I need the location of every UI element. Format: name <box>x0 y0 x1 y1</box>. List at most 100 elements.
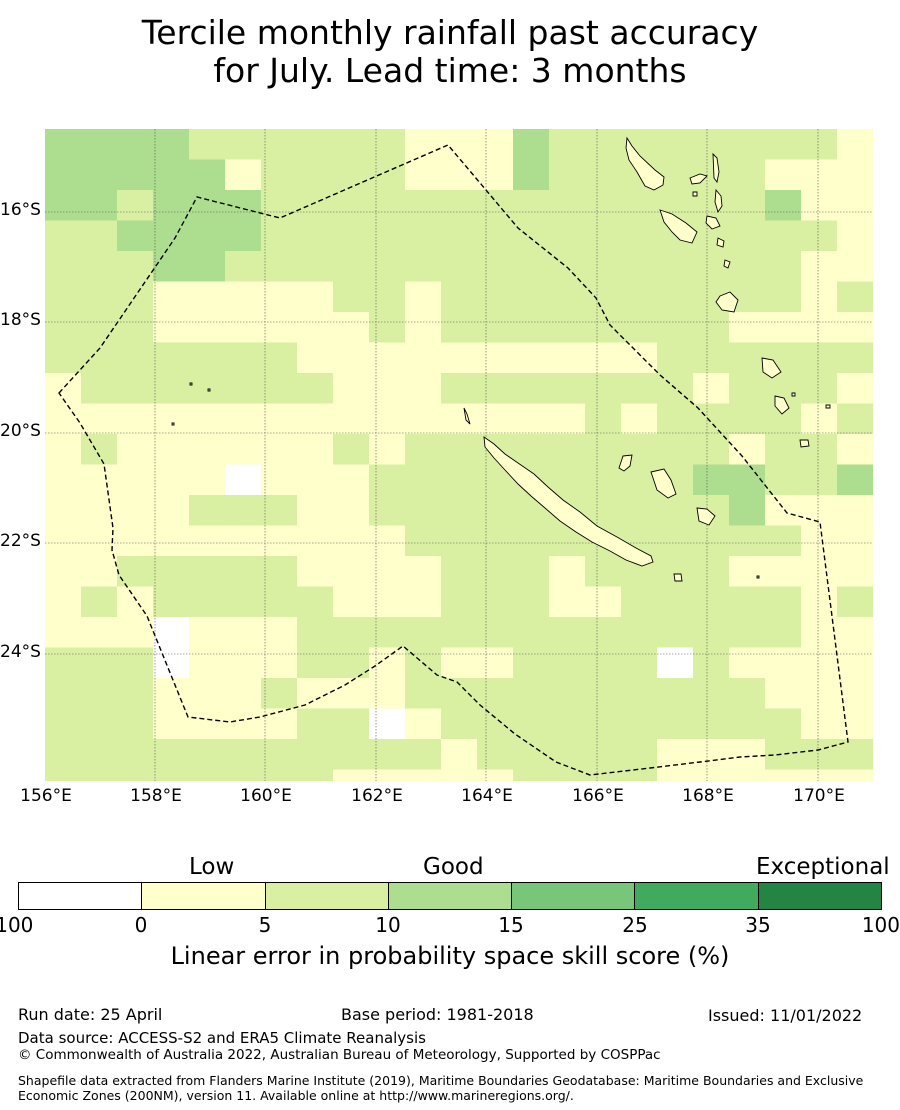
grid-cell <box>225 525 262 557</box>
island-isle-of-pines <box>673 573 683 582</box>
grid-cell <box>153 281 190 313</box>
grid-cell <box>801 281 838 313</box>
grid-cell <box>801 525 838 557</box>
colorbar-tick: 10 <box>375 913 401 937</box>
grid-cell <box>513 617 550 649</box>
grid-cell <box>297 739 334 771</box>
grid-cell <box>801 190 838 222</box>
grid-cell <box>585 556 622 588</box>
grid-cell <box>837 342 873 374</box>
island-small-2 <box>825 404 831 409</box>
grid-cell <box>81 678 118 710</box>
grid-cell <box>369 129 406 161</box>
lat-label-18: 18°S <box>0 310 41 330</box>
grid-cell <box>117 495 154 527</box>
grid-cell <box>333 403 370 435</box>
grid-cell <box>333 678 370 710</box>
grid-cell <box>333 281 370 313</box>
grid-cell <box>45 556 82 588</box>
grid-cell <box>441 586 478 618</box>
grid-cell <box>405 495 442 527</box>
grid-cell <box>153 586 190 618</box>
grid-cell <box>657 647 694 679</box>
grid-cell <box>297 647 334 679</box>
lon-label-156: 156°E <box>20 786 72 806</box>
grid-cell <box>621 647 658 679</box>
grid-cell <box>261 251 298 283</box>
grid-cell <box>837 373 873 405</box>
grid-cell <box>297 617 334 649</box>
island-small-3 <box>189 382 193 386</box>
island-small-5 <box>171 422 175 426</box>
grid-cell <box>765 129 802 161</box>
grid-cell <box>405 708 442 740</box>
colorbar-segment <box>19 883 143 909</box>
grid-cell <box>837 708 873 740</box>
grid-cell <box>621 190 658 222</box>
grid-cell <box>261 434 298 466</box>
grid-cell <box>153 159 190 191</box>
grid-cell <box>189 708 226 740</box>
grid-cell <box>657 434 694 466</box>
grid-cell <box>693 586 730 618</box>
grid-cell <box>477 647 514 679</box>
skill-grid-cells <box>45 129 873 781</box>
grid-cell <box>117 251 154 283</box>
grid-cell <box>765 495 802 527</box>
grid-cell <box>549 129 586 161</box>
grid-cell <box>441 617 478 649</box>
grid-cell <box>189 373 226 405</box>
grid-cell <box>369 678 406 710</box>
grid-cell <box>297 678 334 710</box>
grid-cell <box>369 220 406 252</box>
grid-cell <box>837 129 873 161</box>
grid-cell <box>513 220 550 252</box>
grid-cell <box>297 281 334 313</box>
grid-cell <box>333 434 370 466</box>
grid-cell <box>153 678 190 710</box>
grid-cell <box>297 373 334 405</box>
island-shepherd <box>723 259 731 269</box>
grid-cell <box>837 739 873 771</box>
grid-cell <box>693 373 730 405</box>
grid-cell <box>81 159 118 191</box>
grid-cell <box>801 342 838 374</box>
grid-cell <box>621 495 658 527</box>
grid-cell <box>261 678 298 710</box>
grid-cell <box>225 769 262 781</box>
colorbar-segment <box>635 883 759 909</box>
grid-cell <box>45 281 82 313</box>
grid-cell <box>765 708 802 740</box>
grid-cell <box>765 464 802 496</box>
grid-cell <box>801 495 838 527</box>
grid-cell <box>405 373 442 405</box>
grid-cell <box>513 403 550 435</box>
grid-cell <box>801 373 838 405</box>
grid-cell <box>117 586 154 618</box>
grid-cell <box>441 739 478 771</box>
grid-cell <box>153 434 190 466</box>
grid-cell <box>261 129 298 161</box>
grid-cell <box>225 495 262 527</box>
grid-cell <box>621 708 658 740</box>
lon-label-160: 160°E <box>240 786 292 806</box>
grid-cell <box>585 251 622 283</box>
grid-cell <box>693 129 730 161</box>
grid-cell <box>585 434 622 466</box>
grid-cell <box>333 556 370 588</box>
lat-label-22: 22°S <box>0 531 41 551</box>
grid-cell <box>441 556 478 588</box>
grid-cell <box>801 647 838 679</box>
grid-cell <box>441 342 478 374</box>
grid-cell <box>765 434 802 466</box>
grid-cell <box>549 708 586 740</box>
grid-cell <box>441 647 478 679</box>
colorbar-tick: 15 <box>498 913 524 937</box>
grid-cell <box>801 129 838 161</box>
grid-cell <box>405 678 442 710</box>
grid-cell <box>45 464 82 496</box>
grid-cell <box>225 129 262 161</box>
issued-date: Issued: 11/01/2022 <box>708 1006 863 1025</box>
grid-cell <box>117 617 154 649</box>
grid-cell <box>405 556 442 588</box>
